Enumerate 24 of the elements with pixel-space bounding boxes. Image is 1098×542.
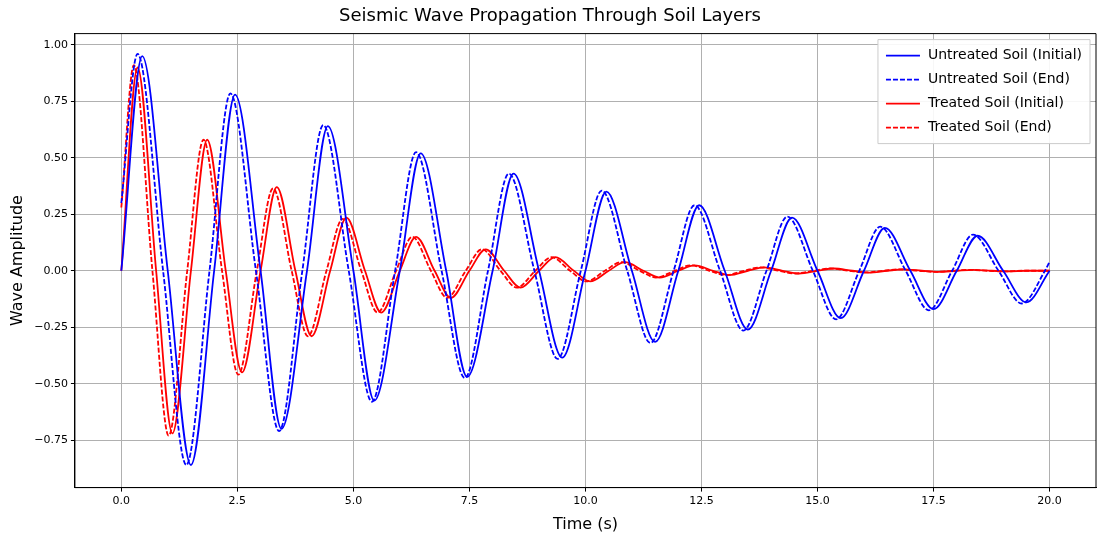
- y-tick-label: 0.00: [43, 263, 68, 277]
- x-axis-title: Time (s): [551, 513, 618, 533]
- x-tick-label: 20.0: [1037, 494, 1062, 508]
- y-axis-title: Wave Amplitude: [6, 195, 26, 327]
- legend-label: Treated Soil (Initial): [926, 94, 1064, 111]
- x-tick-label: 10.0: [573, 494, 598, 508]
- x-tick-label: 5.0: [344, 494, 363, 508]
- x-tick-label: 7.5: [460, 494, 479, 508]
- y-tick-label: −0.75: [34, 433, 68, 447]
- x-tick-label: 12.5: [689, 494, 714, 508]
- y-tick-label: 0.50: [43, 150, 68, 164]
- legend-label: Untreated Soil (End): [927, 70, 1070, 87]
- y-tick-label: −0.50: [34, 376, 68, 390]
- chart-title: Seismic Wave Propagation Through Soil Layers: [339, 4, 761, 26]
- x-tick-label: 17.5: [921, 494, 946, 508]
- x-tick-label: 15.0: [805, 494, 830, 508]
- y-tick-label: 0.75: [43, 94, 68, 108]
- x-tick-label: 0.0: [112, 494, 131, 508]
- y-tick-label: 0.25: [43, 207, 68, 221]
- y-tick-label: −0.25: [34, 320, 68, 334]
- legend-label: Treated Soil (End): [926, 118, 1052, 135]
- legend-label: Untreated Soil (Initial): [927, 46, 1083, 63]
- y-tick-label: 1.00: [43, 37, 68, 51]
- x-tick-label: 2.5: [228, 494, 247, 508]
